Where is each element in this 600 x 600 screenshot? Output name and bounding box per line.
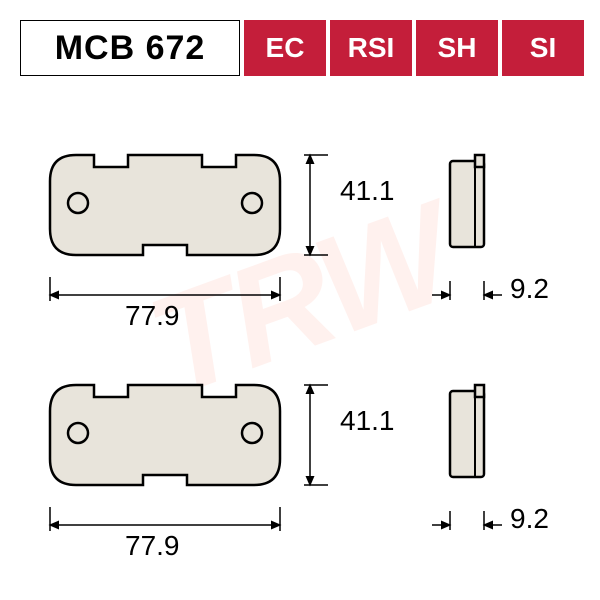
dim-width-1: 77.9 xyxy=(125,300,180,332)
dim-thickness-1: 9.2 xyxy=(510,273,549,305)
tag-rsi: RSI xyxy=(330,20,412,76)
tag-sh: SH xyxy=(416,20,498,76)
tag-label: RSI xyxy=(348,32,395,64)
tag-ec: EC xyxy=(244,20,326,76)
header-row: MCB 672 EC RSI SH SI xyxy=(20,20,584,76)
diagram-svg xyxy=(20,95,580,575)
dim-width-2: 77.9 xyxy=(125,530,180,562)
tag-si: SI xyxy=(502,20,584,76)
dim-height-1: 41.1 xyxy=(340,175,395,207)
tag-label: SH xyxy=(438,32,477,64)
part-number-box: MCB 672 xyxy=(20,20,240,76)
part-number: MCB 672 xyxy=(55,29,206,68)
dim-height-2: 41.1 xyxy=(340,405,395,437)
tag-label: EC xyxy=(266,32,305,64)
tag-label: SI xyxy=(530,32,556,64)
technical-diagram: 41.1 77.9 9.2 41.1 77.9 9.2 xyxy=(20,95,580,575)
dim-thickness-2: 9.2 xyxy=(510,503,549,535)
